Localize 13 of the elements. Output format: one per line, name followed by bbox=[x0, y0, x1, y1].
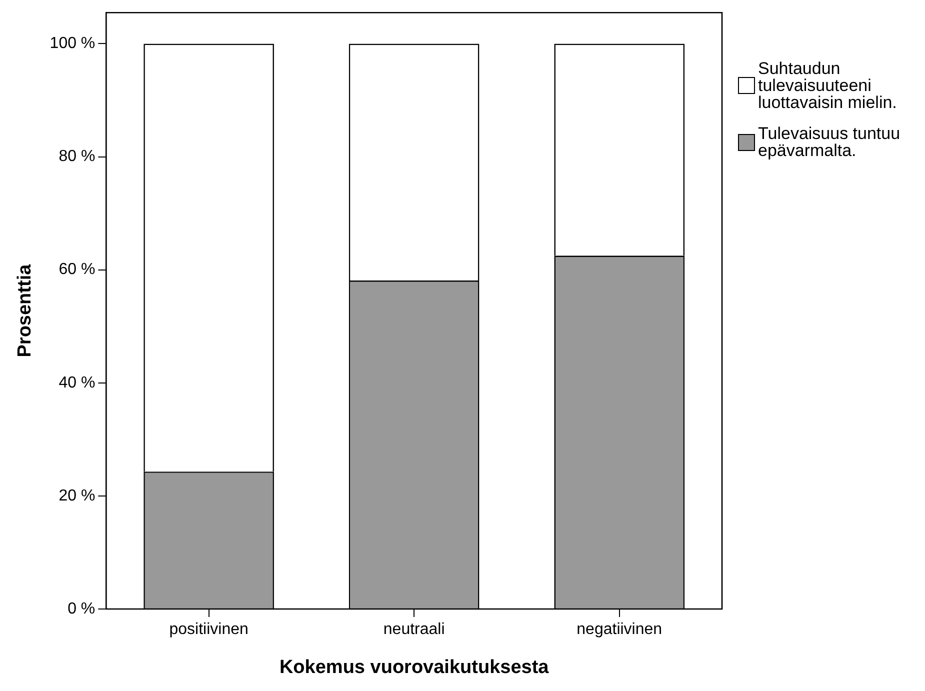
y-tick-label: 40 % bbox=[58, 374, 96, 392]
y-tick-label: 0 % bbox=[68, 600, 96, 618]
text: Suhtaudun tulevaisuuteeni luottavaisin mielin. bbox=[758, 59, 898, 112]
x-tick-label: neutraali bbox=[383, 621, 445, 638]
y-axis-title: Prosenttia bbox=[14, 264, 36, 358]
y-tick-label: 80 % bbox=[58, 148, 96, 166]
legend-label: Tulevaisuus tuntuu epävarmalta. bbox=[758, 124, 902, 160]
x-axis-title: Kokemus vuorovaikutuksesta bbox=[279, 656, 550, 678]
x-tick-label: positiivinen bbox=[169, 621, 248, 638]
y-tick-label: 100 % bbox=[50, 35, 96, 52]
y-tick-label: 20 % bbox=[58, 487, 96, 504]
y-tick-label: 60 % bbox=[58, 261, 96, 278]
x-tick-label: negatiivinen bbox=[576, 621, 662, 638]
